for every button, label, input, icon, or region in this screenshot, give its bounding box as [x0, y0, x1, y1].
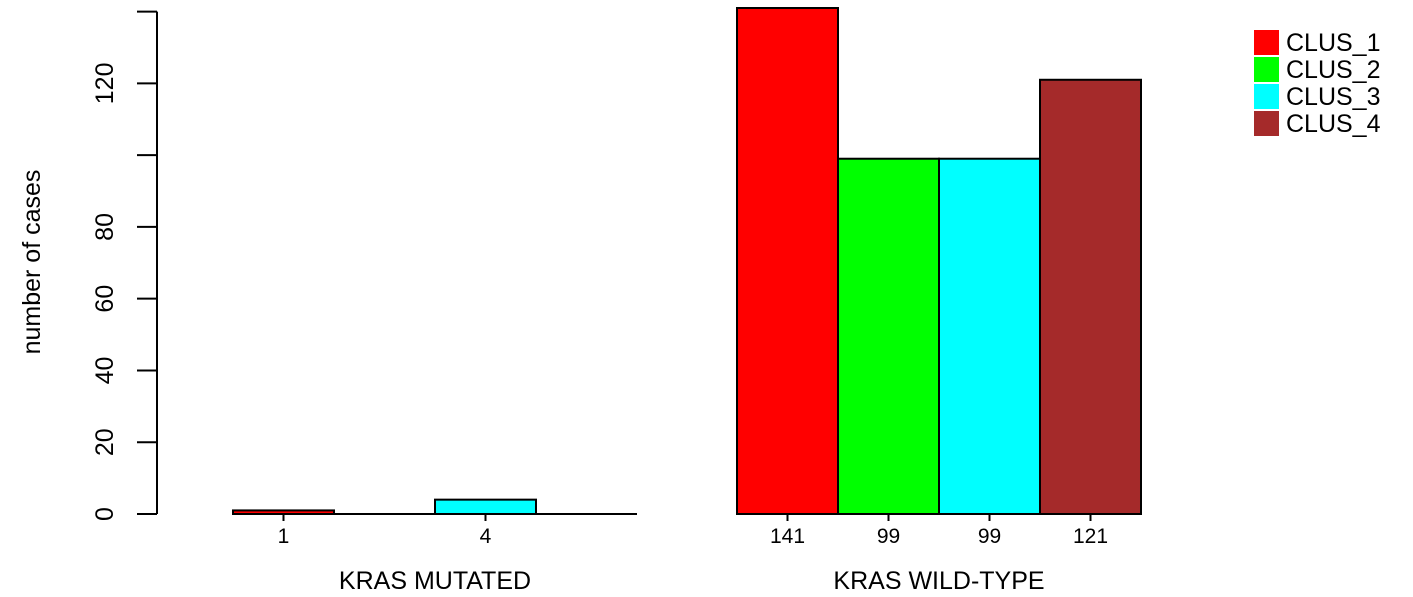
y-axis: 0 20 40 60 80 120: [91, 10, 158, 521]
group-label: KRAS MUTATED: [339, 567, 531, 595]
bar-value-label: 1: [278, 525, 290, 548]
y-axis-label: number of cases: [18, 170, 46, 355]
group-label: KRAS WILD-TYPE: [833, 567, 1044, 595]
bar-value-label: 121: [1073, 525, 1108, 548]
bar-value-label: 141: [770, 525, 805, 548]
y-tick-label: 80: [91, 213, 119, 241]
bar-clus-3: [938, 157, 1041, 515]
legend-swatch: [1254, 111, 1279, 136]
bar-value-label: 4: [480, 525, 492, 548]
y-tick-label: 120: [91, 63, 119, 105]
bar-clus-2: [837, 157, 940, 515]
legend-label: CLUS_3: [1286, 83, 1381, 111]
legend-swatch: [1254, 30, 1279, 55]
y-tick-label: 20: [91, 428, 119, 456]
y-tick-label: 0: [91, 507, 119, 521]
legend-swatch: [1254, 84, 1279, 109]
bar-value-label: 99: [877, 525, 900, 548]
bar-clus-1: [736, 7, 839, 515]
legend-label: CLUS_4: [1286, 110, 1381, 138]
chart-panels: 1 4 KRAS MUTATED 141 99 99 121 KRAS WILD-TYPE: [232, 7, 1142, 595]
panel-2: 141 99 99 121 KRAS WILD-TYPE: [736, 7, 1142, 595]
legend-swatch: [1254, 57, 1279, 82]
legend-label: CLUS_2: [1286, 56, 1381, 84]
legend-label: CLUS_1: [1286, 29, 1381, 57]
bar-clus-3: [434, 498, 537, 515]
y-tick-label: 40: [91, 357, 119, 385]
y-tick-label: 60: [91, 285, 119, 313]
bar-clus-4: [1039, 78, 1142, 516]
bar-value-label: 99: [978, 525, 1001, 548]
panel-1: 1 4 KRAS MUTATED: [232, 498, 637, 595]
